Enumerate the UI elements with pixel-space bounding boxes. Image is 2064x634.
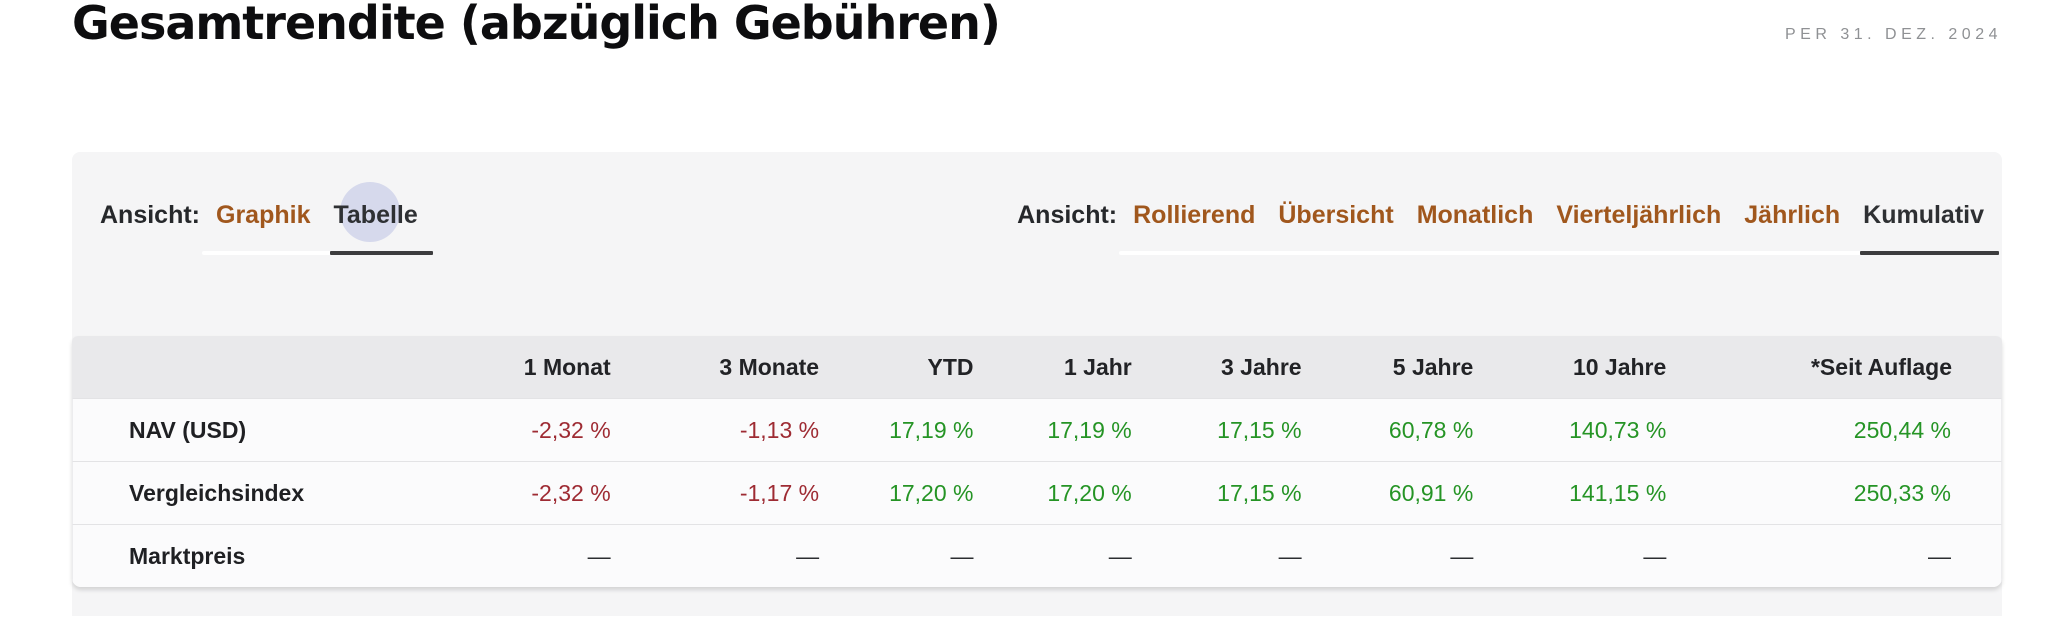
returns-table-wrapper: 1 Monat 3 Monate YTD 1 Jahr 3 Jahre 5 Jahre 10… [72, 336, 2002, 587]
period-option-jaehrlich[interactable]: Jährlich [1744, 201, 1841, 229]
table-row: Marktpreis — — — — — — — — [72, 524, 2002, 587]
return-value: 17,19 % [1023, 398, 1182, 461]
return-value: 140,73 % [1523, 398, 1717, 461]
column-header: *Seit Auflage [1716, 336, 2002, 398]
return-value: — [1523, 524, 1717, 587]
return-value: — [1351, 524, 1524, 587]
column-header: 10 Jahre [1523, 336, 1717, 398]
return-value: 250,44 % [1716, 398, 2002, 461]
column-header: 1 Monat [459, 336, 661, 398]
column-header: 1 Jahr [1023, 336, 1182, 398]
period-toggle-options: Rollierend Übersicht Monatlich Vierteljä… [1119, 200, 1999, 255]
row-label: NAV (USD) [72, 398, 460, 461]
view-toggle-group: Ansicht: Graphik Tabelle [100, 200, 434, 255]
return-value: 60,78 % [1351, 398, 1524, 461]
period-option-uebersicht[interactable]: Übersicht [1278, 201, 1394, 229]
return-value: 17,20 % [869, 461, 1024, 524]
return-value: — [1023, 524, 1182, 587]
returns-table-body: NAV (USD) -2,32 % -1,13 % 17,19 % 17,19 % 17,… [72, 398, 2002, 587]
return-value: — [1181, 524, 1352, 587]
return-value: -2,32 % [459, 461, 661, 524]
header-row: 1 Monat 3 Monate YTD 1 Jahr 3 Jahre 5 Jahre 10… [72, 336, 2002, 398]
return-value: -1,13 % [660, 398, 870, 461]
column-header [72, 336, 460, 398]
period-option-vierteljaehrlich[interactable]: Vierteljährlich [1556, 201, 1722, 229]
return-value: 17,15 % [1181, 461, 1352, 524]
view-toggle-options: Graphik Tabelle [202, 200, 434, 255]
return-value: — [869, 524, 1024, 587]
period-option-rollierend[interactable]: Rollierend [1133, 201, 1256, 229]
column-header: 5 Jahre [1351, 336, 1524, 398]
return-value: — [1716, 524, 2002, 587]
view-option-tabelle[interactable]: Tabelle [330, 201, 434, 255]
returns-card: Ansicht: Graphik Tabelle Ansicht: Rollie… [72, 152, 2002, 616]
table-row: Vergleichsindex -2,32 % -1,17 % 17,20 % 17,2… [72, 461, 2002, 524]
column-header: 3 Monate [660, 336, 870, 398]
period-option-kumulativ[interactable]: Kumulativ [1860, 201, 1999, 255]
row-label: Marktpreis [72, 524, 460, 587]
view-toggle-caption: Ansicht: [100, 201, 200, 229]
period-toggle-group: Ansicht: Rollierend Übersicht Monatlich … [1017, 200, 1999, 255]
page-header: Gesamtrendite (abzüglich Gebühren) PER 3… [72, 0, 2002, 50]
column-header: 3 Jahre [1181, 336, 1352, 398]
return-value: 250,33 % [1716, 461, 2002, 524]
returns-table-head: 1 Monat 3 Monate YTD 1 Jahr 3 Jahre 5 Jahre 10… [72, 336, 2002, 398]
column-header: YTD [869, 336, 1024, 398]
row-label: Vergleichsindex [72, 461, 460, 524]
as-of-date: PER 31. DEZ. 2024 [1784, 26, 2002, 43]
return-value: 60,91 % [1351, 461, 1524, 524]
returns-table: 1 Monat 3 Monate YTD 1 Jahr 3 Jahre 5 Jahre 10… [72, 336, 2002, 587]
table-row: NAV (USD) -2,32 % -1,13 % 17,19 % 17,19 % 17,… [72, 398, 2002, 461]
return-value: -2,32 % [459, 398, 661, 461]
return-value: 17,20 % [1023, 461, 1182, 524]
toggle-bar: Ansicht: Graphik Tabelle Ansicht: Rollie… [72, 152, 2002, 255]
return-value: 17,15 % [1181, 398, 1352, 461]
return-value: 17,19 % [869, 398, 1024, 461]
return-value: -1,17 % [660, 461, 870, 524]
view-option-graphik[interactable]: Graphik [216, 201, 311, 229]
page-title: Gesamtrendite (abzüglich Gebühren) [72, 0, 1001, 50]
period-toggle-caption: Ansicht: [1017, 201, 1118, 229]
return-value: 141,15 % [1523, 461, 1717, 524]
return-value: — [459, 524, 661, 587]
return-value: — [660, 524, 870, 587]
period-option-monatlich[interactable]: Monatlich [1416, 201, 1534, 229]
